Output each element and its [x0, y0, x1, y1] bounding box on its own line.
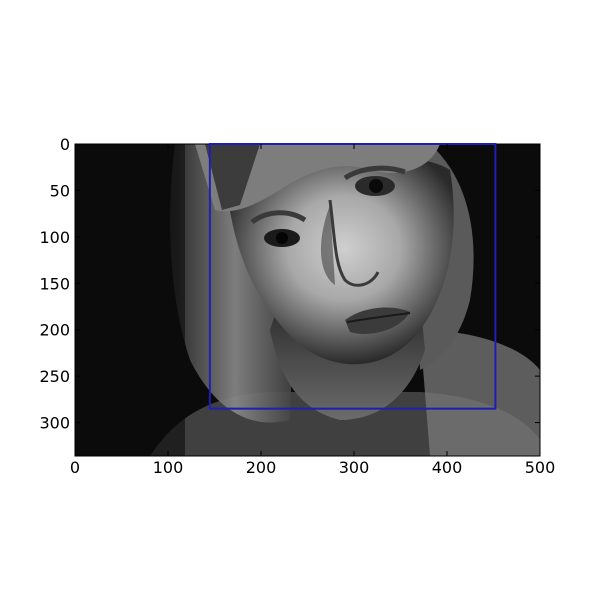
- y-tick-label: 200: [39, 321, 70, 340]
- y-tick-label: 300: [39, 414, 70, 433]
- portrait-photo: [75, 144, 540, 456]
- y-axis-ticks: 0 50 100 150 200 250 300: [39, 135, 540, 433]
- y-tick-label: 250: [39, 367, 70, 386]
- y-tick-label: 0: [60, 135, 70, 154]
- x-tick-label: 200: [246, 458, 277, 477]
- x-tick-label: 300: [339, 458, 370, 477]
- x-axis-ticks: 0 100 200 300 400 500: [70, 144, 555, 477]
- x-tick-label: 0: [70, 458, 80, 477]
- y-tick-label: 50: [50, 181, 70, 200]
- x-tick-label: 400: [432, 458, 463, 477]
- y-tick-label: 100: [39, 228, 70, 247]
- bounding-box: [208, 143, 497, 410]
- x-tick-label: 100: [153, 458, 184, 477]
- x-tick-label: 500: [525, 458, 556, 477]
- y-tick-label: 150: [39, 274, 70, 293]
